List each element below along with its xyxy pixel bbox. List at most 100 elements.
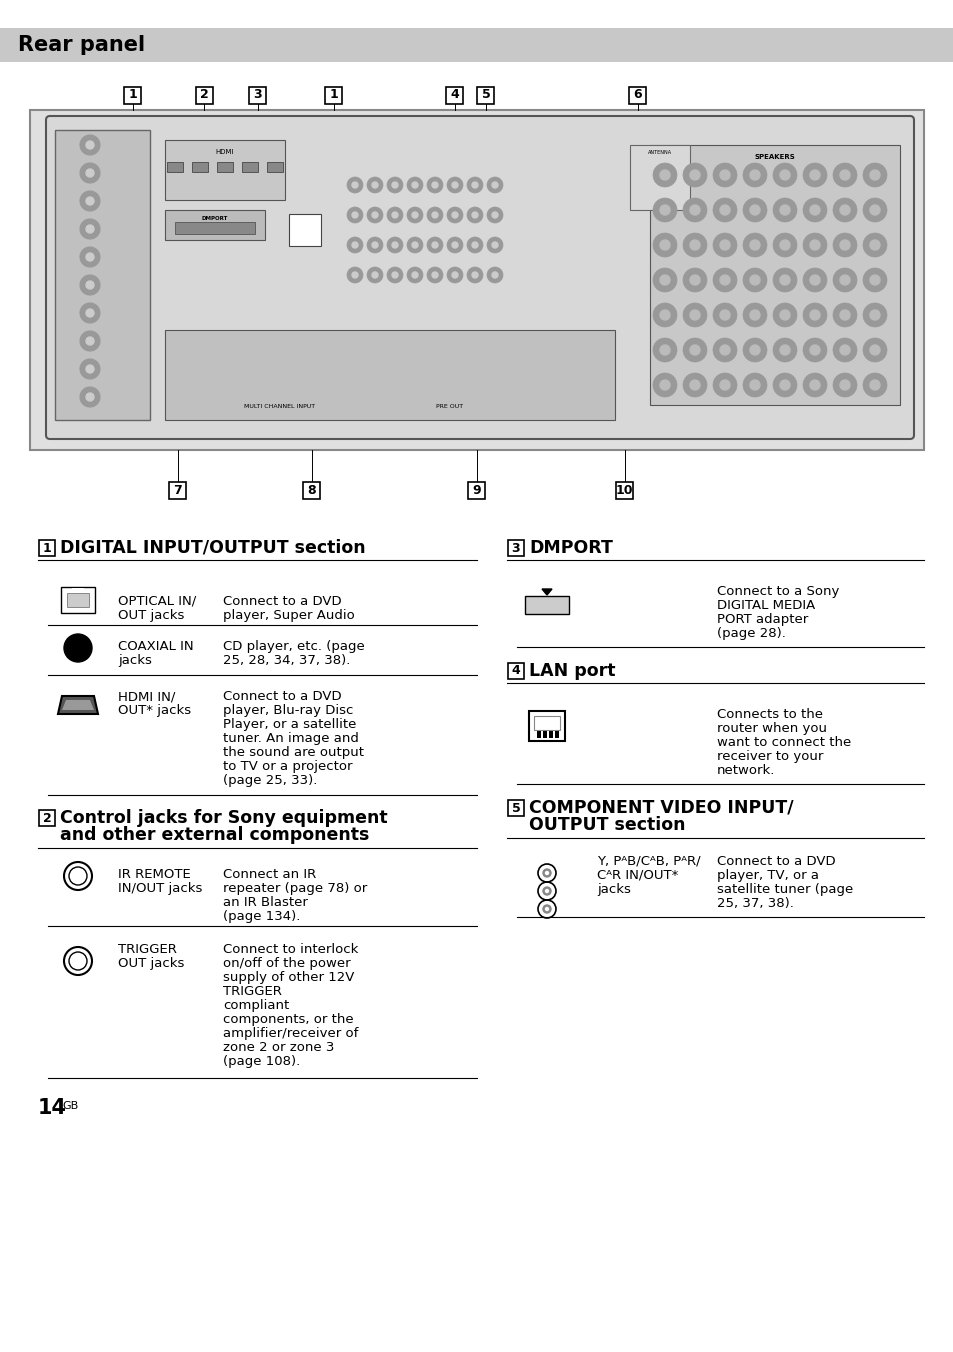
Text: Connect to a Sony: Connect to a Sony	[717, 585, 839, 598]
Text: (page 28).: (page 28).	[717, 627, 785, 639]
Circle shape	[80, 387, 100, 407]
Circle shape	[67, 637, 89, 658]
Bar	[39, 810, 55, 826]
Circle shape	[869, 274, 879, 285]
Circle shape	[70, 639, 86, 656]
Text: 1: 1	[329, 88, 338, 101]
Text: 9: 9	[472, 484, 481, 496]
Text: (page 134).: (page 134).	[223, 910, 300, 923]
Circle shape	[432, 183, 437, 188]
Circle shape	[432, 212, 437, 218]
Text: tuner. An image and: tuner. An image and	[223, 731, 358, 745]
Bar	[629, 87, 646, 104]
Circle shape	[689, 241, 700, 250]
Circle shape	[682, 233, 706, 257]
Circle shape	[352, 242, 357, 247]
Circle shape	[809, 206, 820, 215]
Circle shape	[492, 242, 497, 247]
Circle shape	[427, 177, 442, 193]
Text: 10: 10	[615, 484, 633, 496]
Circle shape	[689, 170, 700, 180]
Text: supply of other 12V: supply of other 12V	[223, 971, 354, 984]
Bar	[55, 130, 150, 420]
Circle shape	[840, 206, 849, 215]
Circle shape	[372, 272, 377, 279]
Circle shape	[486, 177, 502, 193]
Circle shape	[742, 303, 766, 327]
Text: TRIGGER: TRIGGER	[118, 942, 176, 956]
Circle shape	[432, 272, 437, 279]
Text: Connect to a DVD: Connect to a DVD	[223, 690, 341, 703]
Circle shape	[392, 183, 397, 188]
Circle shape	[447, 207, 462, 223]
Circle shape	[742, 373, 766, 397]
Circle shape	[352, 183, 357, 188]
Circle shape	[545, 872, 548, 875]
FancyBboxPatch shape	[192, 162, 208, 172]
Circle shape	[542, 904, 551, 913]
Circle shape	[86, 337, 94, 345]
Circle shape	[720, 380, 729, 389]
Circle shape	[472, 272, 477, 279]
Circle shape	[682, 338, 706, 362]
Circle shape	[840, 380, 849, 389]
Text: 4: 4	[511, 664, 519, 677]
Circle shape	[712, 338, 737, 362]
FancyBboxPatch shape	[46, 116, 913, 439]
FancyBboxPatch shape	[71, 588, 84, 592]
Circle shape	[407, 207, 422, 223]
Circle shape	[742, 233, 766, 257]
Circle shape	[869, 380, 879, 389]
Circle shape	[80, 219, 100, 239]
Bar	[507, 800, 523, 817]
Bar	[174, 222, 254, 234]
Circle shape	[452, 242, 457, 247]
Circle shape	[352, 212, 357, 218]
Text: 7: 7	[172, 484, 182, 496]
Circle shape	[862, 268, 886, 292]
Circle shape	[862, 373, 886, 397]
Text: OUT jacks: OUT jacks	[118, 608, 184, 622]
FancyBboxPatch shape	[216, 162, 233, 172]
Circle shape	[467, 266, 482, 283]
Circle shape	[772, 373, 796, 397]
Circle shape	[412, 212, 417, 218]
Circle shape	[720, 206, 729, 215]
Bar	[542, 730, 546, 738]
Circle shape	[367, 207, 382, 223]
Text: PRE OUT: PRE OUT	[436, 403, 463, 408]
Circle shape	[780, 310, 789, 320]
Circle shape	[689, 310, 700, 320]
Circle shape	[802, 268, 826, 292]
Bar	[195, 87, 213, 104]
Circle shape	[832, 338, 856, 362]
Text: Player, or a satellite: Player, or a satellite	[223, 718, 356, 731]
Text: 3: 3	[511, 542, 519, 554]
Text: Y, PᴬB/CᴬB, PᴬR/: Y, PᴬB/CᴬB, PᴬR/	[597, 854, 700, 868]
Text: want to connect the: want to connect the	[717, 735, 850, 749]
Text: OUT jacks: OUT jacks	[118, 957, 184, 969]
Circle shape	[802, 164, 826, 187]
Bar	[537, 730, 540, 738]
Text: TRIGGER: TRIGGER	[223, 986, 281, 998]
Circle shape	[862, 233, 886, 257]
Text: player, TV, or a: player, TV, or a	[717, 869, 818, 882]
Circle shape	[712, 164, 737, 187]
Text: player, Super Audio: player, Super Audio	[223, 608, 355, 622]
Circle shape	[689, 345, 700, 356]
Circle shape	[720, 170, 729, 180]
Text: Rear panel: Rear panel	[18, 35, 145, 55]
Text: 1: 1	[129, 88, 137, 101]
Text: HDMI: HDMI	[215, 149, 234, 155]
Circle shape	[840, 310, 849, 320]
Circle shape	[832, 303, 856, 327]
Circle shape	[840, 345, 849, 356]
Circle shape	[367, 237, 382, 253]
Text: the sound are output: the sound are output	[223, 746, 364, 758]
Circle shape	[869, 345, 879, 356]
Circle shape	[840, 170, 849, 180]
Text: CD player, etc. (page: CD player, etc. (page	[223, 639, 364, 653]
Text: 8: 8	[307, 484, 315, 496]
Circle shape	[742, 338, 766, 362]
Circle shape	[749, 380, 760, 389]
